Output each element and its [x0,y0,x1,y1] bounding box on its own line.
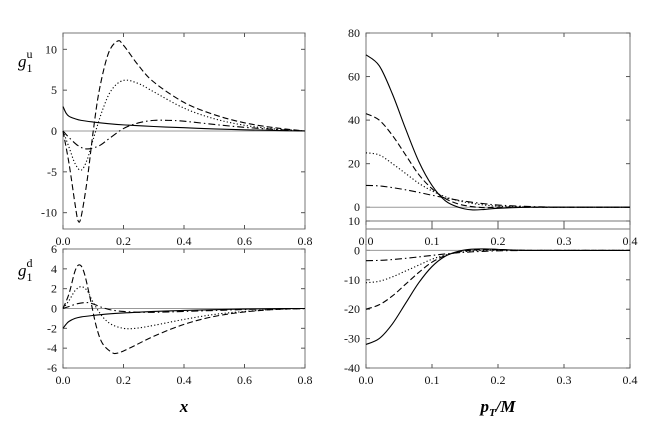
y-tick-label: 60 [348,70,360,84]
y-tick-label: -6 [47,361,57,375]
series-solid [62,307,306,329]
x-tick-label: 0.8 [298,373,313,387]
x-tick-label: 0.6 [237,234,252,248]
panel-g1u-vs-x: g1u 0.0 0.2 0.4 0.6 0.8 -10 -5 0 5 10 [18,32,313,248]
y-tick-label: 0 [51,124,57,138]
x-tick-label: 0.0 [56,373,71,387]
x-tick-label: 0.6 [237,373,252,387]
x-tick-label: 0.0 [56,234,71,248]
y-tick-label: 10 [348,214,360,228]
series-dashed [62,264,306,355]
y-tick-label: -5 [47,165,57,179]
y-tick-label: 80 [348,26,360,40]
series-solid [365,248,630,345]
x-tick-label: 0.1 [425,373,440,387]
y-tick-label: 10 [45,42,57,56]
curves [62,264,306,355]
series-solid [62,106,306,132]
curves [365,54,631,211]
series-dotted [62,286,306,330]
panel-g1d-vs-x: g1d x 0.0 0.2 0.4 0.6 0.8 -6 -4 -2 0 2 4 6 [18,242,313,416]
y-tick-label: 40 [348,113,360,127]
y-tick-label: -10 [344,273,360,287]
series-dashed [365,248,630,310]
y-tick-label: -10 [41,206,57,220]
x-tick-label: 0.3 [557,373,572,387]
ticks: 0.0 0.2 0.4 0.6 0.8 -10 -5 0 5 10 [41,33,313,248]
x-tick-label: 0.2 [491,234,506,248]
series-dashed [62,40,306,223]
y-tick-label: 2 [51,282,57,296]
y-tick-label: 0 [354,200,360,214]
plot-frame [365,32,631,230]
y-axis-label: g1d [18,256,33,284]
ticks: 0.0 0.2 0.4 0.6 0.8 -6 -4 -2 0 2 4 6 [47,242,313,387]
x-tick-label: 0.4 [177,234,192,248]
series-dotted [365,249,630,284]
curves [62,40,306,223]
x-tick-label: 0.1 [425,234,440,248]
x-tick-label: 0.4 [177,373,192,387]
ticks: 0.0 0.1 0.2 0.3 0.4 -40 -30 -20 -10 0 10 [344,214,638,387]
x-tick-label: 0.2 [116,234,131,248]
y-tick-label: -2 [47,321,57,335]
x-tick-label: 0.0 [359,373,374,387]
y-tick-label: 0 [51,302,57,316]
series-dashdot [365,184,631,208]
x-tick-label: 0.8 [298,234,313,248]
series-dotted [365,152,631,208]
y-tick-label: 20 [348,157,360,171]
x-axis-label: pT/M [478,397,516,419]
y-tick-label: -4 [47,341,57,355]
x-tick-label: 0.4 [623,373,638,387]
y-tick-label: 5 [51,83,57,97]
y-tick-label: 0 [354,243,360,257]
series-dashdot [62,301,306,313]
y-tick-label: -20 [344,302,360,316]
series-dashed [365,113,630,209]
series-dashdot [62,119,306,150]
y-axis-label: g1u [18,47,33,75]
y-tick-label: 6 [51,242,57,256]
series-dashdot [365,249,630,262]
series-solid [365,54,630,211]
y-tick-label: 4 [51,262,57,276]
x-axis-label: x [179,397,189,416]
x-tick-label: 0.3 [557,234,572,248]
curves [365,248,630,345]
series-dotted [62,79,306,171]
y-tick-label: -40 [344,361,360,375]
x-tick-label: 0.2 [491,373,506,387]
panel-g1d-vs-pt: pT/M 0.0 0.1 0.2 0.3 0.4 -40 -30 -20 -10 0 10 [344,214,638,419]
x-tick-label: 0.2 [116,373,131,387]
y-tick-label: -30 [344,332,360,346]
